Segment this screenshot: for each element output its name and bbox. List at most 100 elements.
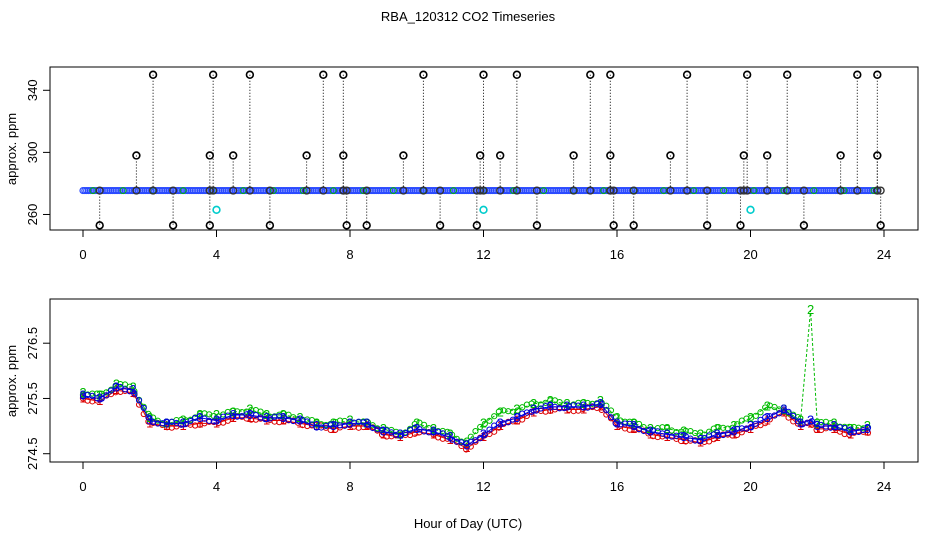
outlier-marker: [746, 205, 755, 215]
series-3-point: [135, 397, 143, 404]
series-1-point: [458, 442, 465, 450]
series-3-point: [252, 412, 259, 419]
top-spike-drop-lines: [99, 74, 882, 226]
spike-origin-marker: [853, 186, 862, 195]
spike-marker: [362, 221, 371, 230]
series-3-label: 3: [480, 426, 487, 441]
series-2-point: [706, 428, 713, 435]
series-3-label: 3: [79, 388, 86, 403]
series-3-point: [850, 428, 858, 436]
spike-origin-marker: [496, 186, 505, 195]
spike-marker: [629, 221, 638, 230]
spike-marker: [873, 70, 882, 79]
bottom-x-tick-label: 0: [79, 479, 86, 494]
spike-marker: [339, 70, 348, 79]
bottom-y-tick-label: 275.5: [25, 382, 40, 415]
series-3-point: [486, 426, 493, 433]
series-2-point: [771, 403, 778, 411]
spike-marker: [873, 151, 882, 160]
bottom-y-axis: 274.5 275.5 276.5: [25, 327, 51, 470]
series-1-label: 1: [163, 418, 170, 433]
series-3-point: [589, 403, 596, 410]
series-1-label: 1: [714, 429, 721, 444]
series-3-point: [509, 416, 516, 423]
series-3-point: [621, 420, 629, 427]
spike-origin-marker: [739, 186, 748, 195]
spike-origin-marker: [399, 186, 408, 195]
series-2-label: 2: [413, 415, 420, 430]
series-2-label: 2: [613, 410, 620, 425]
series-3-label: 3: [313, 418, 320, 433]
spike-marker: [736, 221, 745, 230]
series-3-label: 3: [630, 418, 637, 433]
series-3-point: [841, 424, 848, 432]
series-2-label: 2: [730, 418, 737, 433]
series-3-point: [696, 437, 703, 445]
series-3-label: 3: [580, 399, 587, 414]
series-2-label: 2: [807, 302, 814, 317]
series-2-label: 2: [764, 399, 771, 414]
series-1-label: 1: [447, 432, 454, 447]
series-1-point: [710, 436, 717, 443]
series-3-point: [794, 418, 801, 425]
series-2-point: [575, 399, 582, 406]
series-3-label: 3: [563, 399, 570, 414]
top-x-axis: 0 4 8 12 16 20 24: [79, 229, 891, 262]
series-1-point: [519, 416, 526, 423]
series-3-label: 3: [830, 418, 837, 433]
series-3-label: 3: [497, 415, 504, 430]
series-3-label: 3: [346, 415, 353, 430]
baseline-point: [810, 187, 818, 195]
series-3-label: 3: [380, 424, 387, 439]
series-2-label: 2: [296, 410, 303, 425]
series-1-label: 1: [246, 410, 253, 425]
series-3-label: 3: [447, 429, 454, 444]
spike-marker: [742, 70, 752, 79]
spike-origin-marker: [302, 186, 311, 195]
series-3-label: 3: [96, 390, 103, 405]
series-3-label: 3: [747, 418, 754, 433]
bottom-y-axis-label: approx. ppm: [4, 345, 19, 417]
series-2-point: [149, 414, 157, 421]
series-1-label: 1: [146, 415, 153, 430]
series-1-label: 1: [864, 424, 871, 439]
series-3-point: [864, 424, 872, 431]
spike-origin-marker: [736, 186, 745, 195]
baseline-point: [840, 187, 848, 195]
spike-origin-marker: [606, 186, 615, 195]
spike-origin-marker: [836, 186, 845, 195]
spike-origin-marker: [169, 186, 178, 195]
spike-marker: [479, 70, 488, 79]
series-3-point: [631, 422, 638, 429]
spike-origin-marker: [512, 186, 521, 195]
series-1-label: 1: [346, 418, 353, 433]
bottom-x-axis: 0 4 8 12 16 20 24: [79, 461, 891, 494]
series-3-point: [439, 430, 446, 437]
series-2-label: 2: [213, 407, 220, 422]
series-3-label: 3: [780, 402, 787, 417]
series-1-label: 1: [363, 418, 370, 433]
series-2-label: 2: [346, 413, 353, 428]
spike-marker: [205, 221, 215, 230]
spike-marker: [435, 221, 445, 230]
spike-marker: [148, 70, 158, 79]
spike-marker: [783, 70, 792, 79]
series-3-point: [117, 383, 124, 391]
series-2-point: [248, 406, 255, 414]
series-3-label: 3: [730, 424, 737, 439]
series-3-point: [103, 392, 110, 399]
spike-marker: [228, 151, 238, 160]
series-2-point: [472, 427, 479, 435]
spike-origin-marker: [873, 186, 882, 195]
series-2-label: 2: [830, 415, 837, 430]
spike-marker: [472, 221, 482, 230]
spike-origin-marker: [148, 186, 158, 195]
series-1-label: 1: [513, 413, 520, 428]
bottom-y-tick-label: 274.5: [25, 437, 40, 470]
series-1-point: [463, 446, 470, 453]
top-x-tick-label: 8: [346, 247, 353, 262]
series-3-label: 3: [396, 426, 403, 441]
bottom-x-tick-label: 20: [743, 479, 757, 494]
spike-marker: [205, 151, 215, 160]
